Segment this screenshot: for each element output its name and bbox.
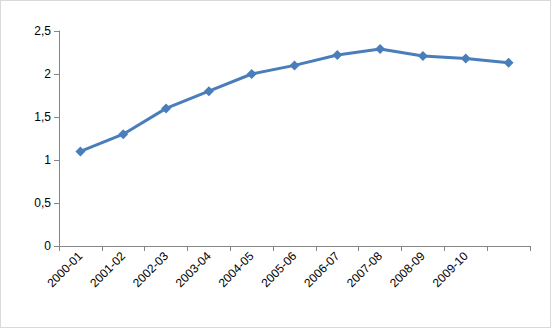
svg-text:0,5: 0,5 [34,196,51,210]
svg-text:0: 0 [44,239,51,253]
svg-text:2006-07: 2006-07 [301,249,342,290]
svg-text:1: 1 [44,153,51,167]
svg-text:2,5: 2,5 [34,24,51,38]
svg-text:2004-05: 2004-05 [216,249,257,290]
svg-text:2000-01: 2000-01 [44,249,85,290]
svg-text:2: 2 [44,67,51,81]
svg-text:2002-03: 2002-03 [130,249,171,290]
svg-text:2008-09: 2008-09 [387,249,428,290]
svg-text:2009-10: 2009-10 [430,249,471,290]
svg-text:2001-02: 2001-02 [87,249,128,290]
svg-text:2007-08: 2007-08 [344,249,385,290]
svg-text:1,5: 1,5 [34,110,51,124]
svg-text:2005-06: 2005-06 [258,249,299,290]
svg-text:2003-04: 2003-04 [173,249,214,290]
